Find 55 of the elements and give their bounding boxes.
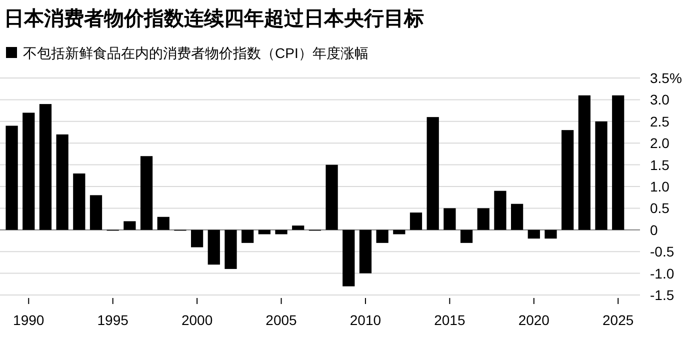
bar <box>73 173 86 230</box>
y-tick-label: 1.5 <box>650 156 670 173</box>
x-tick-label: 1990 <box>13 312 44 328</box>
bar <box>444 208 456 230</box>
y-tick-label: -1.5 <box>650 287 674 303</box>
bar <box>595 121 608 230</box>
bar <box>157 216 170 230</box>
bar <box>460 230 473 243</box>
y-tick-label: 2.5 <box>650 113 670 130</box>
bar <box>612 95 624 230</box>
y-tick-label: 1.0 <box>650 178 670 194</box>
x-tick-label: 2015 <box>434 312 466 328</box>
y-tick-label: 2.0 <box>650 135 670 152</box>
bar <box>258 230 270 234</box>
bar <box>477 208 490 230</box>
x-tick-label: 1995 <box>97 312 129 328</box>
y-tick-label: 3.5% <box>650 70 682 86</box>
bar <box>359 230 372 274</box>
y-tick-label: -1.0 <box>650 265 674 282</box>
chart-title: 日本消费者物价指数连续四年超过日本央行目标 <box>4 8 424 30</box>
x-tick-label: 2025 <box>602 312 634 328</box>
y-tick-label: 0.5 <box>650 200 670 216</box>
x-tick-label: 2005 <box>266 312 298 328</box>
legend-label: 不包括新鲜食品在内的消费者物价指数（CPI）年度涨幅 <box>23 45 368 61</box>
y-tick-label: -0.5 <box>650 244 674 260</box>
x-tick-label: 2010 <box>350 312 382 328</box>
bar <box>494 190 506 230</box>
bar <box>90 195 102 230</box>
bar <box>208 230 220 265</box>
bar <box>376 230 388 243</box>
bar <box>393 230 406 234</box>
bar <box>275 230 288 234</box>
bar <box>528 230 540 239</box>
y-tick-label: 3.0 <box>650 92 670 108</box>
bar <box>342 230 355 286</box>
bar <box>22 112 35 230</box>
bar <box>410 212 422 230</box>
bar <box>190 230 204 248</box>
bar <box>242 230 254 243</box>
bar <box>426 117 439 230</box>
bar <box>326 164 338 230</box>
bar <box>224 230 237 269</box>
x-tick-label: 2020 <box>518 312 550 328</box>
x-tick-label: 2000 <box>181 312 213 328</box>
bar <box>562 130 574 230</box>
bar <box>56 134 68 230</box>
bar <box>6 126 18 230</box>
bar <box>39 104 52 230</box>
y-tick-label: 0 <box>650 222 658 238</box>
bar <box>292 226 304 230</box>
bar <box>510 204 524 230</box>
bar <box>544 230 557 239</box>
bar <box>140 156 153 230</box>
bar <box>578 95 590 230</box>
bar <box>124 221 136 230</box>
